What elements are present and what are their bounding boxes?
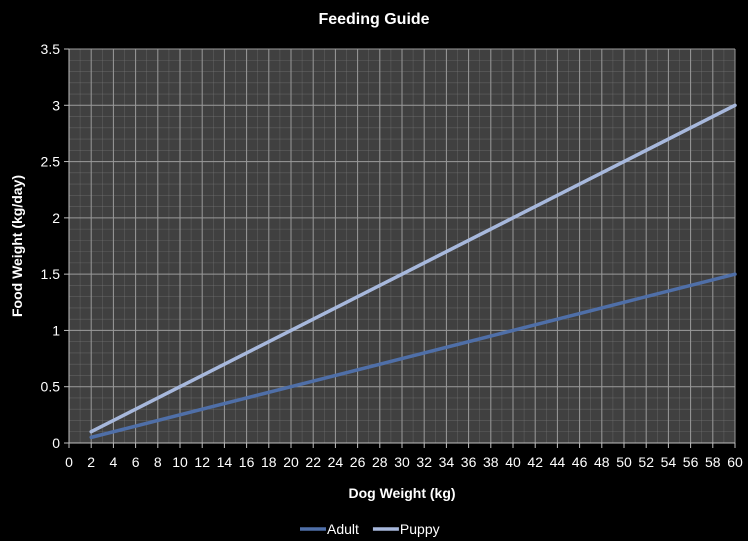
y-tick-label: 2.5: [41, 154, 61, 170]
x-tick-label: 44: [550, 454, 566, 470]
x-tick-label: 6: [132, 454, 140, 470]
y-tick-label: 2: [52, 210, 60, 226]
x-tick-label: 40: [505, 454, 521, 470]
y-tick-label: 3.5: [41, 41, 61, 57]
x-tick-label: 34: [439, 454, 455, 470]
x-tick-label: 56: [683, 454, 699, 470]
x-axis-ticks: 0 2 4 6 8 10 12 14 16 18 20 22 24 26 28 30 32 34 36 38 40 42 4…: [65, 443, 743, 470]
legend-label-adult: Adult: [327, 521, 359, 537]
x-tick-label: 18: [261, 454, 277, 470]
x-tick-label: 32: [416, 454, 432, 470]
x-tick-label: 8: [154, 454, 162, 470]
x-tick-label: 26: [350, 454, 366, 470]
x-tick-label: 22: [305, 454, 321, 470]
chart-title: Feeding Guide: [318, 11, 429, 28]
x-tick-label: 42: [527, 454, 543, 470]
x-tick-label: 52: [638, 454, 654, 470]
x-tick-label: 48: [594, 454, 610, 470]
x-tick-label: 0: [65, 454, 73, 470]
x-tick-label: 36: [461, 454, 477, 470]
x-tick-label: 4: [110, 454, 118, 470]
y-tick-label: 0.5: [41, 379, 61, 395]
x-tick-label: 2: [87, 454, 95, 470]
y-tick-label: 0: [52, 435, 60, 451]
x-axis-label: Dog Weight (kg): [348, 485, 455, 501]
x-tick-label: 10: [172, 454, 188, 470]
x-tick-label: 20: [283, 454, 299, 470]
x-tick-label: 28: [372, 454, 388, 470]
series-lines: [89, 103, 737, 440]
y-axis-label: Food Weight (kg/day): [9, 175, 25, 317]
x-tick-label: 46: [572, 454, 588, 470]
series-line-puppy: [89, 103, 737, 434]
x-tick-label: 16: [239, 454, 255, 470]
x-tick-label: 30: [394, 454, 410, 470]
x-tick-label: 12: [194, 454, 210, 470]
y-axis-ticks: 0 0.5 1 1.5 2 2.5 3 3.5: [41, 41, 69, 451]
y-tick-label: 1: [52, 322, 60, 338]
x-tick-label: 14: [217, 454, 233, 470]
legend: Adult Puppy: [300, 521, 440, 537]
x-tick-label: 58: [705, 454, 721, 470]
x-tick-label: 54: [661, 454, 677, 470]
x-tick-label: 50: [616, 454, 632, 470]
series-line-adult: [89, 272, 737, 440]
x-tick-label: 24: [328, 454, 344, 470]
legend-label-puppy: Puppy: [400, 521, 440, 537]
y-tick-label: 3: [52, 97, 60, 113]
y-tick-label: 1.5: [41, 266, 61, 282]
x-tick-label: 60: [727, 454, 743, 470]
x-tick-label: 38: [483, 454, 499, 470]
